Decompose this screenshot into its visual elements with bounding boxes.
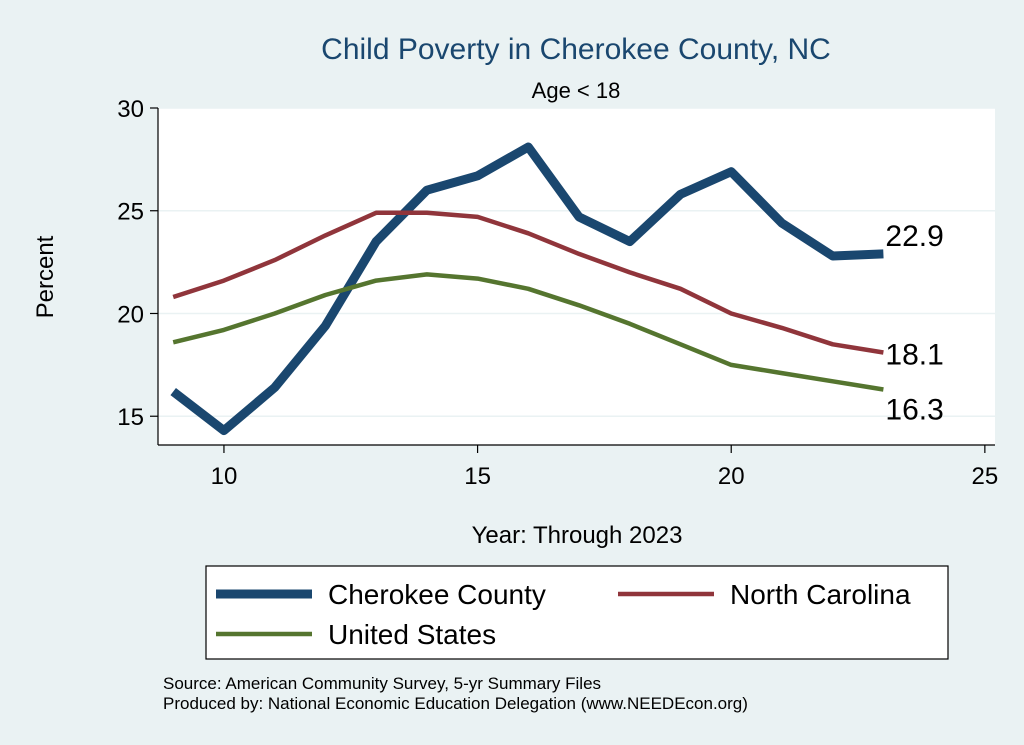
source-note: Source: American Community Survey, 5-yr …	[163, 674, 601, 693]
legend-box	[205, 565, 949, 660]
x-tick-label: 10	[211, 463, 238, 490]
legend: Cherokee County North Carolina United Stat…	[205, 565, 949, 660]
y-tick-label: 30	[117, 96, 144, 123]
legend-label: United States	[328, 619, 496, 650]
y-tick-label: 20	[117, 301, 144, 328]
x-tick-label: 25	[972, 463, 999, 490]
end-labels: 22.9 18.1 16.3	[885, 220, 943, 427]
end-label: 22.9	[885, 220, 943, 253]
series-lines	[170, 142, 884, 436]
legend-label: Cherokee County	[328, 579, 546, 610]
end-label: 16.3	[885, 394, 943, 427]
y-axis-title: Percent	[32, 235, 59, 318]
chart-title: Child Poverty in Cherokee County, NC	[321, 33, 831, 66]
series-line-cherokee-county	[170, 142, 884, 436]
x-tick-label: 20	[718, 463, 745, 490]
producer-note: Produced by: National Economic Education…	[163, 694, 748, 713]
x-tick-label: 15	[464, 463, 491, 490]
x-axis-title: Year: Through 2023	[472, 522, 683, 549]
chart-subtitle: Age < 18	[532, 78, 621, 103]
axes: 15 20 25 30 10 15 20 25	[117, 96, 998, 490]
legend-label: North Carolina	[730, 579, 911, 610]
y-tick-label: 15	[117, 404, 144, 431]
y-tick-label: 25	[117, 199, 144, 226]
series-line-united-states	[172, 272, 884, 392]
plot-area	[158, 108, 995, 445]
end-label: 18.1	[885, 339, 943, 372]
series-line-north-carolina	[172, 210, 884, 355]
